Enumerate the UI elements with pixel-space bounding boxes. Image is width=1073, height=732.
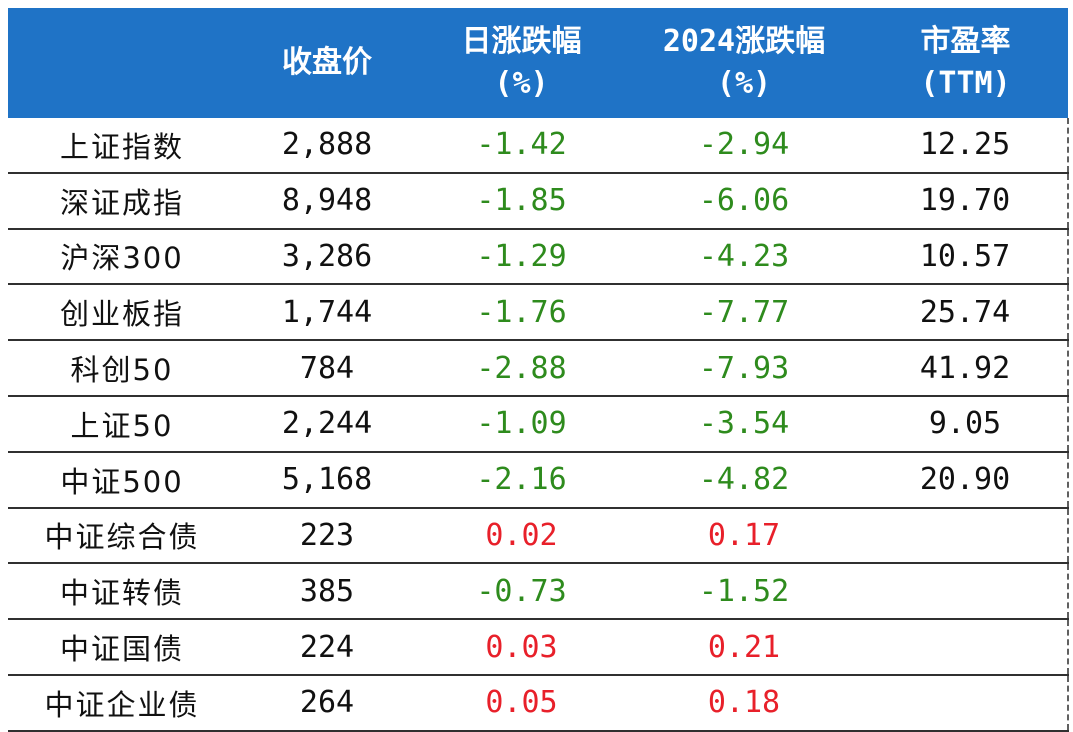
ytd-change-cell: -3.54 [625,395,863,453]
ytd-change-cell: 0.18 [625,674,863,732]
header-pe-ratio-unit: (TTM) [920,66,1011,101]
close-price-cell: 223 [236,507,418,565]
table-row: 中证转债 385 -0.73 -1.52 [8,563,1069,621]
index-name-cell: 中证500 [8,451,236,509]
ytd-change-cell: -6.06 [625,172,863,230]
table-row: 中证综合债 223 0.02 0.17 [8,507,1069,565]
table-row: 深证成指 8,948 -1.85 -6.06 19.70 [8,172,1069,230]
header-ytd-change-unit: (%) [716,66,772,101]
index-name-cell: 深证成指 [8,172,236,230]
pe-ratio-cell: 41.92 [863,340,1069,397]
close-price-cell: 385 [236,563,418,621]
daily-change-cell: -1.42 [418,118,625,174]
pe-ratio-cell: 12.25 [863,118,1069,174]
index-name-cell: 上证50 [8,395,236,453]
header-pe-ratio-label: 市盈率 [920,24,1011,59]
close-price-cell: 8,948 [236,172,418,230]
daily-change-cell: -1.76 [418,284,625,342]
ytd-change-cell: -4.82 [625,451,863,509]
header-close-price: 收盘价 [236,8,418,118]
daily-change-cell: -1.09 [418,395,625,453]
header-pe-ratio: 市盈率 (TTM) [863,8,1068,118]
index-name-cell: 中证企业债 [8,674,236,732]
daily-change-cell: -1.29 [418,228,625,286]
ytd-change-cell: -7.77 [625,284,863,342]
index-name-cell: 创业板指 [8,284,236,342]
table-body: 上证指数 2,888 -1.42 -2.94 12.25 深证成指 8,948 -1.85 -6… [8,118,1069,732]
close-price-cell: 224 [236,619,418,676]
pe-ratio-cell [863,619,1069,676]
header-row: 收盘价 日涨跌幅 (%) 2024涨跌幅 (%) 市盈率 (TTM) [8,8,1068,118]
table-row: 创业板指 1,744 -1.76 -7.77 25.74 [8,284,1069,342]
table-row: 科创50 784 -2.88 -7.93 41.92 [8,340,1069,397]
header-ytd-change-label: 2024涨跌幅 [662,24,826,59]
index-name-cell: 中证国债 [8,619,236,676]
index-name-cell: 中证转债 [8,563,236,621]
close-price-cell: 2,888 [236,118,418,174]
pe-ratio-cell: 25.74 [863,284,1069,342]
header-daily-change: 日涨跌幅 (%) [418,8,625,118]
close-price-cell: 1,744 [236,284,418,342]
daily-change-cell: -0.73 [418,563,625,621]
pe-ratio-cell: 19.70 [863,172,1069,230]
table-row: 上证50 2,244 -1.09 -3.54 9.05 [8,395,1069,453]
ytd-change-cell: -7.93 [625,340,863,397]
pe-ratio-cell: 10.57 [863,228,1069,286]
daily-change-cell: 0.02 [418,507,625,565]
header-index-name [8,8,236,118]
table-row: 上证指数 2,888 -1.42 -2.94 12.25 [8,118,1069,174]
daily-change-cell: -2.88 [418,340,625,397]
header-daily-change-label: 日涨跌幅 [461,24,582,59]
pe-ratio-cell [863,563,1069,621]
index-name-cell: 中证综合债 [8,507,236,565]
pe-ratio-cell: 20.90 [863,451,1069,509]
header-ytd-change: 2024涨跌幅 (%) [625,8,863,118]
header-close-price-label: 收盘价 [282,45,372,80]
close-price-cell: 264 [236,674,418,732]
close-price-cell: 3,286 [236,228,418,286]
header-daily-change-unit: (%) [494,66,549,101]
daily-change-cell: -2.16 [418,451,625,509]
table-row: 中证500 5,168 -2.16 -4.82 20.90 [8,451,1069,509]
market-data-table: 收盘价 日涨跌幅 (%) 2024涨跌幅 (%) 市盈率 (TTM) 上证指数 2… [8,8,1069,732]
pe-ratio-cell [863,674,1069,732]
table-row: 沪深300 3,286 -1.29 -4.23 10.57 [8,228,1069,286]
close-price-cell: 784 [236,340,418,397]
table-header: 收盘价 日涨跌幅 (%) 2024涨跌幅 (%) 市盈率 (TTM) [8,8,1068,118]
close-price-cell: 2,244 [236,395,418,453]
index-name-cell: 科创50 [8,340,236,397]
pe-ratio-cell [863,507,1069,565]
ytd-change-cell: 0.21 [625,619,863,676]
daily-change-cell: 0.03 [418,619,625,676]
daily-change-cell: 0.05 [418,674,625,732]
daily-change-cell: -1.85 [418,172,625,230]
ytd-change-cell: 0.17 [625,507,863,565]
ytd-change-cell: -2.94 [625,118,863,174]
ytd-change-cell: -1.52 [625,563,863,621]
index-name-cell: 上证指数 [8,118,236,174]
close-price-cell: 5,168 [236,451,418,509]
index-name-cell: 沪深300 [8,228,236,286]
ytd-change-cell: -4.23 [625,228,863,286]
table-row: 中证国债 224 0.03 0.21 [8,619,1069,676]
table-row: 中证企业债 264 0.05 0.18 [8,674,1069,732]
pe-ratio-cell: 9.05 [863,395,1069,453]
